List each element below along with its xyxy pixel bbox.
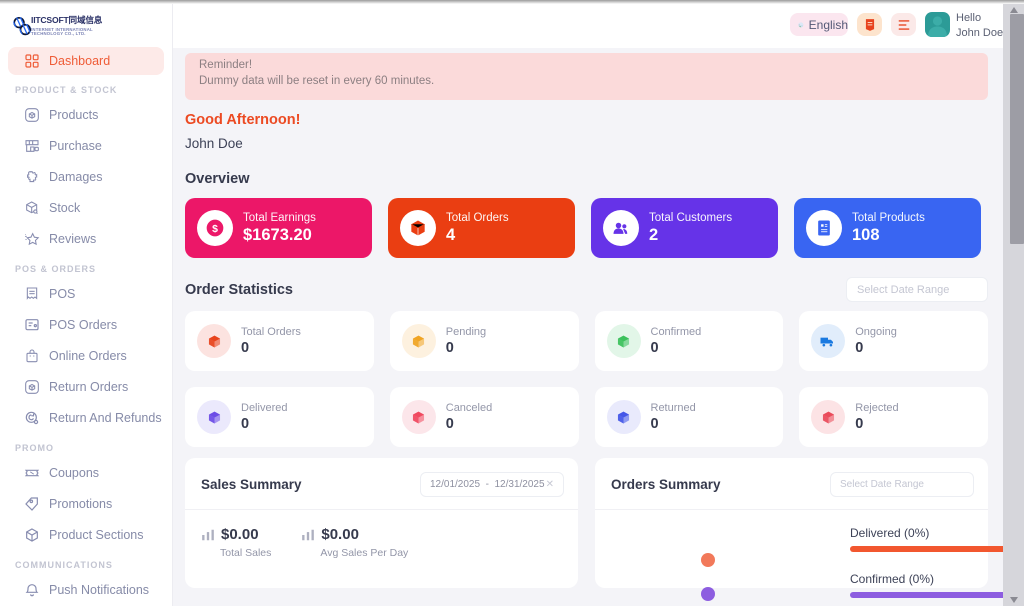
svg-text:$: $	[212, 224, 218, 235]
